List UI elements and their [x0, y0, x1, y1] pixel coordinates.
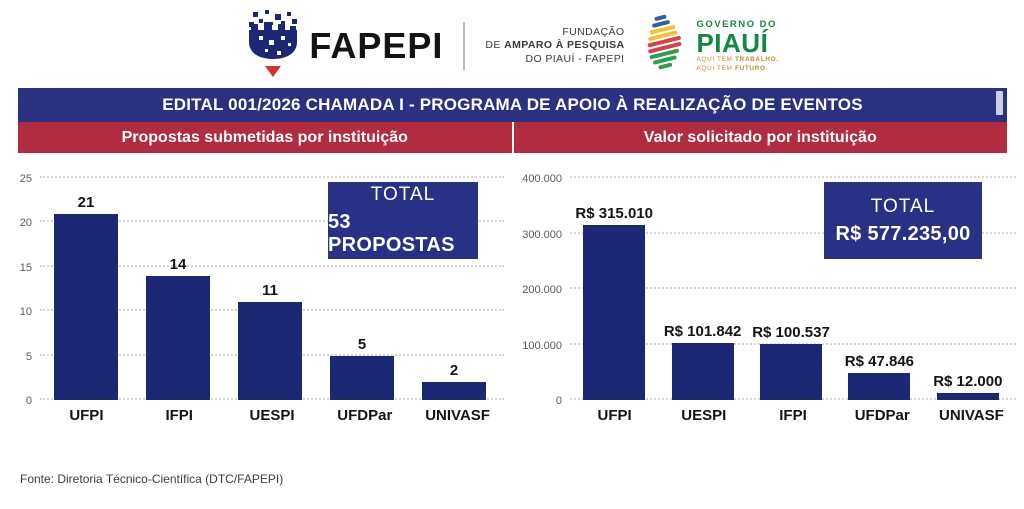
title-bar: EDITAL 001/2026 CHAMADA I - PROGRAMA DE … — [18, 88, 1007, 122]
bar-ufpi — [583, 225, 646, 400]
header-divider — [463, 22, 466, 70]
x-axis-label: UFDPar — [337, 407, 393, 424]
bar-value-label: R$ 12.000 — [933, 373, 1003, 391]
total-box: TOTAL 53 PROPOSTAS — [328, 182, 478, 259]
bar-value-label: 11 — [262, 282, 278, 300]
bar-ifpi — [145, 275, 211, 400]
y-tick-label: 100.000 — [522, 339, 562, 352]
bar-univasf — [936, 393, 999, 400]
foundation-text: FUNDAÇÃO DE AMPARO À PESQUISA DO PIAUÍ -… — [485, 25, 625, 65]
page-title: EDITAL 001/2026 CHAMADA I - PROGRAMA DE … — [162, 95, 863, 114]
bar-slot: R$ 12.000 — [924, 373, 1012, 400]
bar-ifpi — [760, 344, 822, 400]
x-labels-row: UFPI IFPI UESPI UFDPar UNIVASF — [40, 400, 504, 424]
bar-value-label: 2 — [449, 362, 459, 380]
foundation-line3: DO PIAUÍ - FAPEPI — [525, 52, 625, 65]
y-tick-label: 10 — [19, 306, 32, 319]
bar-value-label: R$ 315.010 — [575, 205, 653, 223]
bar-slot: R$ 101.842 — [658, 323, 746, 400]
y-axis: 0 100.000 200.000 300.000 400.000 — [512, 173, 570, 407]
bar-value-label: R$ 100.537 — [752, 324, 830, 342]
x-axis-label: IFPI — [165, 407, 193, 424]
x-axis-label: UFPI — [597, 407, 632, 424]
bar-value-label: R$ 47.846 — [844, 353, 915, 371]
subtitle-bar: Propostas submetidas por instituição Val… — [18, 122, 1007, 153]
piaui-map-icon — [644, 13, 690, 80]
gov-line1: GOVERNO DO — [696, 18, 777, 30]
bar-value-label: 5 — [357, 335, 367, 353]
total-label: TOTAL — [870, 195, 936, 217]
gridline — [570, 287, 1016, 289]
y-tick-label: 20 — [19, 217, 32, 230]
banner: EDITAL 001/2026 CHAMADA I - PROGRAMA DE … — [18, 88, 1007, 153]
bar-slot: R$ 315.010 — [570, 205, 658, 400]
bar-slot: 14 — [132, 256, 224, 400]
right-chart-title: Valor solicitado por instituição — [643, 128, 877, 146]
plot-area: R$ 315.010 R$ 101.842 R$ 100.537 R$ 47.846 R… — [570, 176, 1016, 400]
y-tick-label: 5 — [25, 350, 32, 363]
gridline — [570, 231, 1016, 234]
x-axis-label: UESPI — [681, 407, 727, 424]
bar-slot: R$ 47.846 — [835, 353, 923, 400]
total-box: TOTAL R$ 577.235,00 — [824, 182, 982, 259]
bar-slot: 11 — [224, 282, 316, 400]
bar-uespi — [237, 302, 303, 400]
x-labels-row: UFPI UESPI IFPI UFDPar UNIVASF — [570, 400, 1016, 424]
bar-slot: R$ 100.537 — [747, 324, 835, 400]
source-note: Fonte: Diretoria Técnico-Científica (DTC… — [20, 472, 284, 486]
gov-line2: PIAUÍ — [696, 27, 769, 58]
fapepi-logo: FAPEPI — [245, 9, 444, 83]
governo-piaui-logo: GOVERNO DO PIAUÍ AQUI TEM TRABALHO. AQUI… — [644, 13, 778, 80]
x-axis-label: UESPI — [249, 407, 295, 424]
charts-row: 0 5 10 15 20 25 21 14 11 5 2 TOTAL 53 PROPOSTAS U… — [0, 156, 1024, 424]
x-axis-label: UFDPar — [854, 407, 910, 424]
total-value: R$ 577.235,00 — [835, 222, 971, 245]
x-axis-label: UFPI — [69, 407, 104, 424]
y-tick-label: 0 — [555, 395, 562, 407]
values-chart: 0 100.000 200.000 300.000 400.000 R$ 315.010… — [512, 156, 1024, 424]
foundation-line1: FUNDAÇÃO — [562, 25, 625, 38]
y-tick-label: 25 — [19, 173, 32, 185]
x-axis-label: IFPI — [779, 407, 807, 424]
bar-slot: 2 — [408, 362, 500, 400]
gridline — [570, 342, 1016, 345]
total-value: 53 PROPOSTAS — [328, 211, 455, 256]
bar-value-label: 14 — [169, 255, 187, 273]
y-tick-label: 400.000 — [522, 173, 562, 185]
header: FAPEPI FUNDAÇÃO DE AMPARO À PESQUISA DO … — [0, 8, 1024, 84]
scrollbar-thumb[interactable] — [996, 91, 1003, 115]
bar-uespi — [671, 343, 734, 400]
bar-ufdpar — [848, 373, 911, 400]
gridline — [40, 176, 504, 178]
bar-value-label: R$ 101.842 — [663, 323, 742, 341]
plot-area: 21 14 11 5 2 TOTAL 53 PROPOSTAS — [40, 176, 504, 400]
left-chart-title: Propostas submetidas por instituição — [18, 122, 514, 153]
bars-row: 21 14 11 5 2 — [40, 156, 500, 400]
x-axis-label: UNIVASF — [939, 407, 1004, 424]
y-tick-label: 0 — [25, 395, 32, 407]
bar-slot: 21 — [40, 194, 132, 400]
fapepi-crown-icon — [245, 9, 301, 83]
bar-ufpi — [53, 213, 119, 400]
y-tick-label: 15 — [19, 261, 32, 274]
x-axis-label: UNIVASF — [425, 407, 490, 424]
gridline — [40, 220, 504, 223]
bar-slot: 5 — [316, 336, 408, 400]
y-tick-label: 200.000 — [522, 284, 562, 296]
bars-row: R$ 315.010 R$ 101.842 R$ 100.537 R$ 47.846 R… — [570, 156, 1012, 400]
fapepi-wordmark: FAPEPI — [309, 25, 444, 66]
total-label: TOTAL — [370, 184, 436, 205]
y-tick-label: 300.000 — [522, 228, 562, 241]
gridline — [40, 264, 504, 267]
fapepi-arrow-icon — [265, 65, 282, 77]
y-axis: 0 5 10 15 20 25 — [0, 173, 40, 407]
bar-value-label: 21 — [77, 193, 95, 211]
bar-ufdpar — [329, 355, 395, 400]
bar-univasf — [421, 382, 487, 400]
proposals-chart: 0 5 10 15 20 25 21 14 11 5 2 TOTAL 53 PROPOSTAS U… — [0, 156, 512, 424]
gridline — [570, 176, 1016, 178]
